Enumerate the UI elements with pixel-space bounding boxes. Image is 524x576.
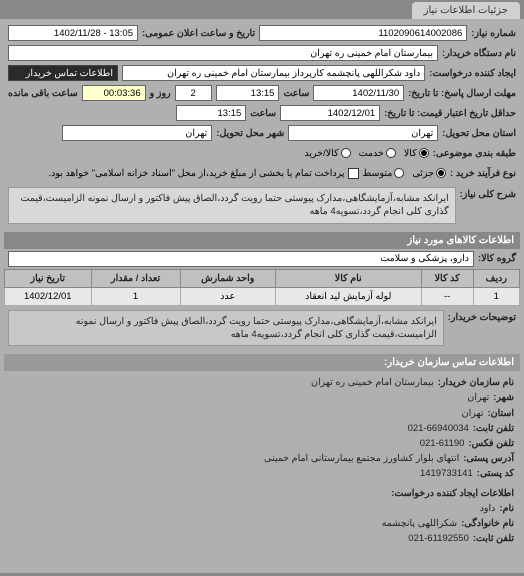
payment-checkbox[interactable]: پرداخت تمام یا بخشی از مبلغ خرید،از محل … xyxy=(48,168,358,179)
th-code: کد کالا xyxy=(421,269,473,287)
td-qty: 1 xyxy=(91,287,180,305)
goods-class-label: طبقه بندی موضوعی: xyxy=(433,148,516,159)
general-desc-box: ایرانکد مشابه،آزمایشگاهی،مدارک پیوستی حت… xyxy=(8,187,456,224)
radio-dot-icon xyxy=(419,148,429,158)
req-surname-label: نام خانوادگی: xyxy=(461,516,514,531)
goods-group-field: دارو، پزشکی و سلامت xyxy=(8,251,474,267)
radio-dot-icon xyxy=(436,168,446,178)
contact-province-value: تهران xyxy=(462,406,484,421)
requester-field: داود شکراللهی پانچشمه کارپرداز بیمارستان… xyxy=(122,65,425,81)
td-date: 1402/12/01 xyxy=(5,287,92,305)
remain-label: ساعت باقی مانده xyxy=(8,88,78,99)
contact-buyer-button[interactable]: اطلاعات تماس خریدار xyxy=(8,65,118,81)
general-desc-label: شرح کلی نیاز: xyxy=(460,185,516,200)
delivery-city-field: تهران xyxy=(62,125,212,141)
checkbox-icon xyxy=(348,168,359,179)
contact-province-label: استان: xyxy=(487,406,514,421)
table-row[interactable]: 1 -- لوله آزمایش لید انعقاد عدد 1 1402/1… xyxy=(5,287,520,305)
tab-details[interactable]: جزئیات اطلاعات نیاز xyxy=(412,2,520,19)
radio-dot-icon xyxy=(394,168,404,178)
validity-time: 13:15 xyxy=(176,105,246,121)
contact-org-label: نام سازمان خریدار: xyxy=(438,375,514,390)
goods-section-header: اطلاعات کالاهای مورد نیاز xyxy=(4,232,520,249)
contact-org-value: بیمارستان امام خمینی ره تهران xyxy=(311,375,434,390)
contact-section-header: اطلاعات تماس سازمان خریدار: xyxy=(4,354,520,371)
radio-partial-label: جزئی xyxy=(412,168,434,179)
contact-phone-label: تلفن ثابت: xyxy=(473,421,514,436)
radio-dot-icon xyxy=(386,148,396,158)
radio-dot-icon xyxy=(341,148,351,158)
contact-phone-value: 021-66940034 xyxy=(408,421,469,436)
td-row: 1 xyxy=(473,287,519,305)
radio-buy-label: کالا/خرید xyxy=(304,148,338,159)
purchase-type-radios: جزئی متوسط xyxy=(363,168,447,179)
delivery-province-label: استان محل تحویل: xyxy=(442,128,516,139)
requester-label: ایجاد کننده درخواست: xyxy=(429,68,516,79)
validity-label: حداقل تاریخ اعتبار قیمت: تا تاریخ: xyxy=(384,108,516,119)
deadline-send-time: 13:15 xyxy=(216,85,280,101)
days-remaining: 2 xyxy=(175,85,212,101)
goods-group-label: گروه کالا: xyxy=(478,253,516,264)
buyer-desc-box: ایرانکد مشابه،آزمایشگاهی،مدارک پیوستی حت… xyxy=(8,310,444,347)
contact-fax-value: 021-61190 xyxy=(420,436,465,451)
contact-address-label: آدرس پستی: xyxy=(463,451,514,466)
deadline-send-date: 1402/11/30 xyxy=(313,85,404,101)
radio-medium[interactable]: متوسط xyxy=(363,168,405,179)
req-phone-label: تلفن ثابت: xyxy=(473,531,514,546)
contact-postal-label: کد پستی: xyxy=(477,466,514,481)
radio-partial[interactable]: جزئی xyxy=(412,168,446,179)
goods-class-radios: کالا خدمت کالا/خرید xyxy=(304,148,428,159)
th-qty: تعداد / مقدار xyxy=(91,269,180,287)
buyer-org-field: بیمارستان امام خمینی ره تهران xyxy=(8,45,438,61)
radio-goods[interactable]: کالا xyxy=(404,148,429,159)
contact-address-value: انتهای بلوار کشاورز مجتمع بیمارستانی اما… xyxy=(264,451,459,466)
deadline-send-label: مهلت ارسال پاسخ: تا تاریخ: xyxy=(408,88,516,99)
td-code: -- xyxy=(421,287,473,305)
main-container: شماره نیاز: 1102090614002086 تاریخ و ساع… xyxy=(0,19,524,573)
time-label-1: ساعت xyxy=(283,88,309,99)
radio-medium-label: متوسط xyxy=(363,168,393,179)
announce-field: 13:05 - 1402/11/28 xyxy=(8,25,138,41)
purchase-type-label: نوع فرآیند خرید : xyxy=(450,168,516,179)
req-name-label: نام: xyxy=(499,501,514,516)
contact-info: نام سازمان خریدار: بیمارستان امام خمینی … xyxy=(4,371,520,550)
th-date: تاریخ نیاز xyxy=(5,269,92,287)
remain-time: 00:03:36 xyxy=(82,85,146,101)
payment-note: پرداخت تمام یا بخشی از مبلغ خرید،از محل … xyxy=(48,168,344,179)
td-name: لوله آزمایش لید انعقاد xyxy=(275,287,421,305)
delivery-province-field: تهران xyxy=(288,125,438,141)
td-unit: عدد xyxy=(180,287,275,305)
need-number-label: شماره نیاز: xyxy=(471,28,516,39)
th-unit: واحد شمارش xyxy=(180,269,275,287)
contact-city-label: شهر: xyxy=(493,390,514,405)
time-label-2: ساعت xyxy=(250,108,276,119)
goods-table: ردیف کد کالا نام کالا واحد شمارش تعداد /… xyxy=(4,269,520,306)
buyer-desc-label: توضیحات خریدار: xyxy=(448,308,516,323)
buyer-org-label: نام دستگاه خریدار: xyxy=(442,48,516,59)
radio-goods-label: کالا xyxy=(404,148,417,159)
delivery-city-label: شهر محل تحویل: xyxy=(216,128,284,139)
validity-date: 1402/12/01 xyxy=(280,105,380,121)
contact-postal-value: 1419733141 xyxy=(420,466,473,481)
radio-service-label: خدمت xyxy=(359,148,384,159)
radio-buy[interactable]: کالا/خرید xyxy=(304,148,350,159)
req-name-value: داود xyxy=(480,501,496,516)
req-surname-value: شکراللهی پانچشمه xyxy=(382,516,457,531)
th-row: ردیف xyxy=(473,269,519,287)
days-label: روز و xyxy=(150,88,171,99)
requester-section-label: اطلاعات ایجاد کننده درخواست: xyxy=(391,486,514,501)
contact-city-value: تهران xyxy=(467,390,489,405)
announce-label: تاریخ و ساعت اعلان عمومی: xyxy=(142,28,255,39)
contact-fax-label: تلفن فکس: xyxy=(468,436,514,451)
need-number-field: 1102090614002086 xyxy=(259,25,467,41)
radio-service[interactable]: خدمت xyxy=(359,148,396,159)
req-phone-value: 021-61192550 xyxy=(408,531,469,546)
table-header-row: ردیف کد کالا نام کالا واحد شمارش تعداد /… xyxy=(5,269,520,287)
th-name: نام کالا xyxy=(275,269,421,287)
